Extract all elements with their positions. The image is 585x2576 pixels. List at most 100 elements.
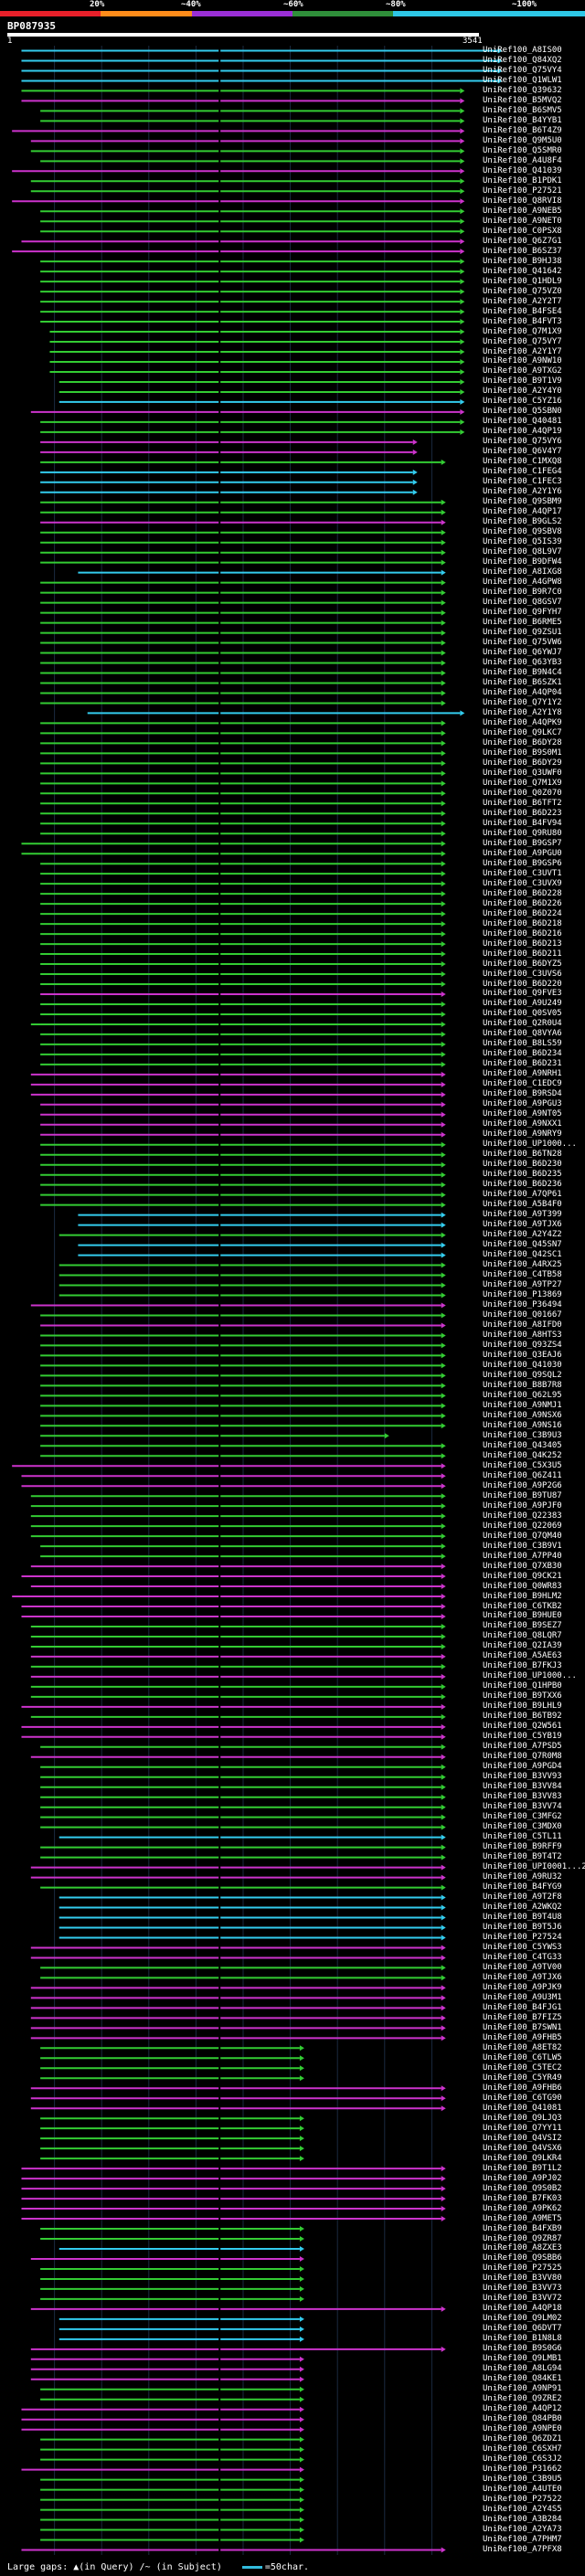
alignment-row[interactable] — [40, 2156, 304, 2162]
alignment-row[interactable] — [49, 368, 465, 375]
hit-label[interactable]: UniRef100_A9TJX6 — [483, 1972, 562, 1982]
alignment-row[interactable] — [30, 2376, 304, 2382]
alignment-row[interactable] — [12, 1463, 446, 1469]
alignment-row[interactable] — [40, 760, 446, 767]
alignment-row[interactable] — [40, 1413, 446, 1419]
alignment-row[interactable] — [40, 529, 446, 535]
alignment-row[interactable] — [78, 569, 446, 576]
alignment-row[interactable] — [40, 319, 465, 325]
alignment-row[interactable] — [40, 1784, 446, 1790]
alignment-row[interactable] — [30, 1021, 446, 1027]
alignment-row[interactable] — [58, 2316, 304, 2322]
alignment-row[interactable] — [21, 1574, 446, 1580]
hit-label[interactable]: UniRef100_A4QP19 — [483, 427, 562, 437]
hit-label[interactable]: UniRef100_C1MXQ8 — [483, 457, 562, 467]
alignment-row[interactable] — [58, 1924, 446, 1931]
hit-label[interactable]: UniRef100_Q75VY6 — [483, 437, 562, 447]
hit-label[interactable]: UniRef100_A5AE63 — [483, 1651, 562, 1661]
hit-label[interactable]: UniRef100_Q1HPB0 — [483, 1681, 562, 1691]
hit-label[interactable]: UniRef100_A4QP17 — [483, 507, 562, 517]
hit-label[interactable]: UniRef100_B6D236 — [483, 1180, 562, 1190]
hit-label[interactable]: UniRef100_B4FVT3 — [483, 316, 562, 326]
hit-label[interactable]: UniRef100_Q8VYA6 — [483, 1029, 562, 1039]
alignment-row[interactable] — [78, 1242, 446, 1248]
alignment-row[interactable] — [40, 750, 446, 757]
alignment-row[interactable] — [40, 1814, 446, 1820]
alignment-row[interactable] — [30, 1663, 446, 1670]
alignment-row[interactable] — [21, 2196, 446, 2202]
hit-label[interactable]: UniRef100_Q41081 — [483, 2103, 562, 2113]
alignment-row[interactable] — [21, 2406, 304, 2412]
alignment-row[interactable] — [58, 1894, 446, 1901]
hit-label[interactable]: UniRef100_A9T2F8 — [483, 1892, 562, 1903]
hit-label[interactable]: UniRef100_A9PJF0 — [483, 1500, 562, 1511]
hit-label[interactable]: UniRef100_Q9FYH7 — [483, 608, 562, 618]
alignment-row[interactable] — [40, 259, 465, 265]
alignment-row[interactable] — [40, 1342, 446, 1349]
hit-label[interactable]: UniRef100_A9NSX6 — [483, 1410, 562, 1420]
hit-label[interactable]: UniRef100_Q63YB3 — [483, 658, 562, 668]
alignment-row[interactable] — [30, 178, 465, 185]
alignment-row[interactable] — [40, 2285, 304, 2292]
alignment-row[interactable] — [40, 2125, 304, 2132]
hit-label[interactable]: UniRef100_Q7QM40 — [483, 1531, 562, 1541]
alignment-row[interactable] — [21, 48, 503, 54]
hit-label[interactable]: UniRef100_B7FK03 — [483, 2193, 562, 2203]
hit-label[interactable]: UniRef100_A9T399 — [483, 1210, 562, 1220]
alignment-row[interactable] — [40, 2065, 304, 2072]
hit-label[interactable]: UniRef100_Q9SBB6 — [483, 2253, 562, 2263]
hit-label[interactable]: UniRef100_A4QP04 — [483, 687, 562, 697]
alignment-row[interactable] — [40, 2396, 304, 2402]
hit-label[interactable]: UniRef100_A4QPK9 — [483, 717, 562, 727]
hit-label[interactable]: UniRef100_C3MFG2 — [483, 1812, 562, 1822]
alignment-row[interactable] — [40, 449, 418, 455]
hit-label[interactable]: UniRef100_B7FIZ5 — [483, 2012, 562, 2022]
alignment-row[interactable] — [49, 339, 465, 345]
alignment-row[interactable] — [40, 961, 446, 968]
alignment-row[interactable] — [40, 740, 446, 747]
alignment-row[interactable] — [40, 971, 446, 978]
hit-label[interactable]: UniRef100_B9T1V9 — [483, 376, 562, 387]
alignment-row[interactable] — [30, 1754, 446, 1760]
hit-label[interactable]: UniRef100_B6D216 — [483, 928, 562, 938]
hit-label[interactable]: UniRef100_B9LHL9 — [483, 1701, 562, 1712]
hit-label[interactable]: UniRef100_Q9LJQ3 — [483, 2113, 562, 2123]
alignment-row[interactable] — [58, 1292, 446, 1299]
alignment-row[interactable] — [21, 2206, 446, 2212]
hit-label[interactable]: UniRef100_A7QP61 — [483, 1190, 562, 1200]
alignment-row[interactable] — [40, 921, 446, 928]
alignment-row[interactable] — [40, 439, 418, 445]
hit-label[interactable]: UniRef100_A9NW10 — [483, 356, 562, 366]
alignment-row[interactable] — [40, 1312, 446, 1319]
alignment-row[interactable] — [40, 2115, 304, 2122]
alignment-row[interactable] — [40, 871, 446, 877]
hit-label[interactable]: UniRef100_A8ET82 — [483, 2042, 562, 2052]
hit-label[interactable]: UniRef100_B6DY28 — [483, 737, 562, 747]
hit-label[interactable]: UniRef100_Q3UWF0 — [483, 768, 562, 778]
alignment-row[interactable] — [30, 2035, 446, 2041]
hit-label[interactable]: UniRef100_A9TV00 — [483, 1962, 562, 1972]
hit-label[interactable]: UniRef100_A9TXG2 — [483, 366, 562, 376]
hit-label[interactable]: UniRef100_B6D211 — [483, 949, 562, 959]
alignment-row[interactable] — [40, 539, 446, 546]
alignment-row[interactable] — [58, 1914, 446, 1921]
hit-label[interactable]: UniRef100_P13869 — [483, 1290, 562, 1299]
alignment-row[interactable] — [30, 1693, 446, 1700]
hit-label[interactable]: UniRef100_B9GLS2 — [483, 517, 562, 527]
alignment-row[interactable] — [21, 2186, 446, 2192]
alignment-row[interactable] — [40, 1794, 446, 1800]
hit-label[interactable]: UniRef100_Q7YY11 — [483, 2123, 562, 2133]
hit-label[interactable]: UniRef100_Q22069 — [483, 1521, 562, 1531]
hit-label[interactable]: UniRef100_Q9SQL2 — [483, 1370, 562, 1380]
hit-label[interactable]: UniRef100_B4FV94 — [483, 818, 562, 828]
alignment-row[interactable] — [30, 1995, 446, 2001]
hit-label[interactable]: UniRef100_Q75VY7 — [483, 336, 562, 346]
alignment-row[interactable] — [40, 309, 465, 315]
hit-label[interactable]: UniRef100_Q41030 — [483, 1360, 562, 1370]
alignment-row[interactable] — [40, 559, 446, 566]
alignment-row[interactable] — [78, 1222, 446, 1228]
alignment-row[interactable] — [21, 68, 503, 74]
hit-label[interactable]: UniRef100_B4FYG9 — [483, 1882, 562, 1892]
hit-label[interactable]: UniRef100_Q9ZR87 — [483, 2233, 562, 2243]
hit-label[interactable]: UniRef100_P27525 — [483, 2263, 562, 2274]
